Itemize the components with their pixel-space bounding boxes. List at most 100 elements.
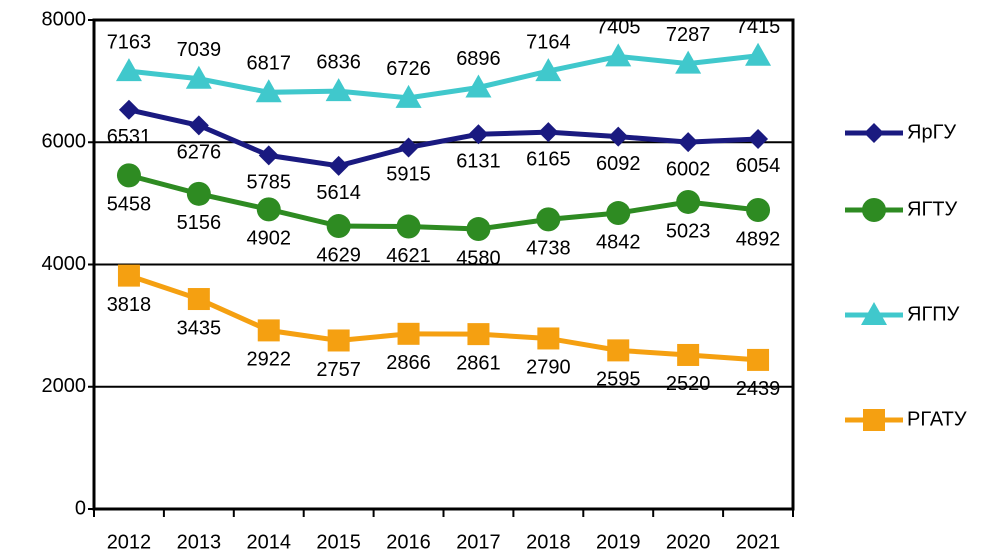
point	[185, 65, 212, 89]
y-tick-label: 4000	[42, 253, 87, 275]
data-label: 2861	[456, 352, 501, 374]
point	[327, 329, 350, 352]
point	[678, 132, 699, 153]
series-line	[128, 172, 759, 232]
data-label: 6896	[456, 48, 501, 70]
point	[747, 348, 770, 371]
data-label: 4902	[247, 228, 292, 250]
y-tick-label: 0	[75, 497, 86, 519]
x-tick-label: 2012	[107, 531, 152, 553]
point	[468, 124, 489, 145]
data-label: 2866	[386, 352, 431, 374]
point	[117, 264, 140, 287]
point	[607, 339, 630, 362]
data-label: 6817	[247, 53, 292, 75]
data-label: 4738	[526, 238, 571, 260]
x-tick-label: 2013	[177, 531, 222, 553]
data-label: 2922	[247, 349, 292, 371]
y-tick-label: 6000	[42, 131, 87, 153]
point	[257, 319, 280, 342]
data-label: 5915	[386, 164, 431, 186]
data-label: 6836	[316, 51, 361, 73]
series-line	[128, 53, 759, 101]
point	[255, 79, 282, 103]
data-label: 5785	[247, 172, 292, 194]
legend-label: ЯрГУ	[907, 121, 956, 143]
point	[864, 123, 884, 143]
data-label: 7163	[107, 31, 152, 53]
legend-label: РГАТУ	[907, 408, 967, 430]
y-tick-label: 2000	[42, 375, 87, 397]
data-label: 6531	[107, 126, 152, 148]
y-tick-label: 8000	[42, 8, 87, 30]
point	[863, 409, 885, 431]
data-label: 7405	[596, 17, 641, 39]
data-label: 7415	[736, 16, 781, 38]
x-tick-label: 2014	[247, 531, 292, 553]
point	[258, 145, 279, 166]
x-tick-label: 2015	[316, 531, 361, 553]
point	[537, 327, 560, 350]
data-label: 5614	[316, 182, 361, 204]
point	[118, 99, 139, 120]
data-label: 4842	[596, 231, 641, 253]
data-label: 5023	[666, 220, 711, 242]
data-label: 3818	[107, 294, 152, 316]
point	[465, 74, 492, 98]
data-label: 7287	[666, 24, 711, 46]
point	[398, 137, 419, 158]
legend-label: ЯГТУ	[907, 198, 957, 220]
data-label: 6276	[177, 142, 222, 164]
data-label: 7039	[177, 39, 222, 61]
point	[396, 214, 421, 239]
point	[675, 50, 702, 74]
point	[536, 207, 561, 232]
point	[328, 155, 349, 176]
data-label: 7164	[526, 31, 571, 53]
point	[187, 288, 210, 311]
data-label: 6726	[386, 58, 431, 80]
data-label: 2595	[596, 369, 641, 391]
point	[862, 198, 886, 222]
point	[606, 201, 631, 226]
point	[746, 197, 771, 222]
data-label: 6092	[596, 153, 641, 175]
legend-label: ЯГПУ	[907, 303, 960, 325]
point	[467, 323, 490, 346]
data-label: 4892	[736, 228, 781, 250]
point	[326, 214, 351, 239]
point	[116, 163, 141, 188]
data-label: 5458	[107, 194, 152, 216]
point	[861, 302, 887, 325]
point	[395, 84, 422, 108]
point	[325, 78, 352, 102]
point	[535, 58, 562, 82]
data-label: 6165	[526, 148, 571, 170]
x-tick-label: 2018	[526, 531, 571, 553]
x-tick-label: 2021	[736, 531, 781, 553]
series-line	[128, 107, 759, 169]
x-tick-label: 2019	[596, 531, 641, 553]
x-tick-label: 2020	[666, 531, 711, 553]
point	[745, 42, 772, 66]
data-label: 2520	[666, 373, 711, 395]
data-label: 5156	[177, 212, 222, 234]
point	[397, 322, 420, 345]
point	[538, 122, 559, 143]
x-tick-label: 2017	[456, 531, 501, 553]
point	[748, 128, 769, 149]
data-label: 4580	[456, 247, 501, 269]
point	[677, 343, 700, 366]
data-label: 6054	[736, 155, 781, 177]
data-label: 6131	[456, 151, 501, 173]
data-label: 2790	[526, 357, 571, 379]
point	[608, 126, 629, 147]
x-tick-label: 2016	[386, 531, 431, 553]
data-label: 3435	[177, 317, 222, 339]
point	[186, 181, 211, 206]
data-label: 2439	[736, 378, 781, 400]
data-label: 4621	[386, 245, 431, 267]
point	[676, 189, 701, 214]
data-label: 2757	[316, 359, 361, 381]
data-label: 6002	[666, 158, 711, 180]
